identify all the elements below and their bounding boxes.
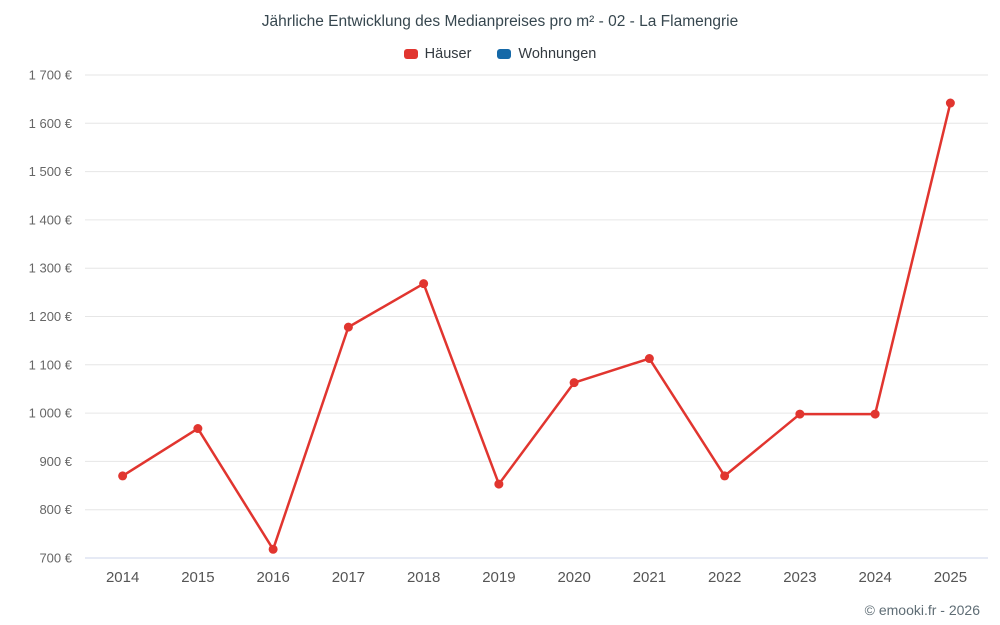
y-axis-label: 800 € (39, 502, 72, 517)
data-point[interactable] (193, 424, 203, 434)
legend-item[interactable]: Wohnungen (497, 46, 596, 62)
data-point[interactable] (945, 98, 955, 108)
data-point[interactable] (419, 279, 429, 289)
data-point[interactable] (795, 409, 805, 419)
y-axis-label: 1 500 € (29, 164, 73, 179)
y-axis-label: 1 700 € (29, 68, 73, 83)
x-axis-label: 2014 (106, 569, 139, 586)
data-point[interactable] (870, 409, 880, 419)
copyright-note: © emooki.fr - 2026 (864, 602, 980, 618)
legend-item[interactable]: Häuser (403, 46, 472, 62)
legend-label: Häuser (424, 46, 472, 62)
data-point[interactable] (644, 354, 654, 364)
y-axis-label: 1 600 € (29, 116, 73, 131)
chart-title: Jährliche Entwicklung des Medianpreises … (261, 13, 739, 30)
x-axis-label: 2019 (482, 569, 515, 586)
y-axis-label: 1 000 € (29, 406, 73, 421)
legend: Häuser Wohnungen (0, 46, 1000, 62)
y-axis-label: 900 € (39, 454, 72, 469)
y-axis-label: 1 200 € (29, 309, 73, 324)
x-axis-label: 2025 (934, 569, 967, 586)
legend-swatch-icon (497, 49, 512, 59)
x-axis-label: 2024 (858, 569, 891, 586)
x-axis-label: 2015 (181, 569, 214, 586)
y-axis-label: 1 100 € (29, 357, 73, 372)
data-point[interactable] (343, 322, 353, 332)
legend-swatch-icon (403, 49, 418, 59)
data-point[interactable] (494, 479, 504, 489)
data-point[interactable] (720, 471, 730, 481)
x-axis-label: 2020 (557, 569, 590, 586)
y-axis-label: 1 400 € (29, 212, 73, 227)
data-point[interactable] (118, 471, 128, 481)
series-line (121, 101, 952, 551)
x-axis-label: 2017 (332, 569, 365, 586)
y-axis-label: 1 300 € (29, 261, 73, 276)
x-axis-label: 2022 (708, 569, 741, 586)
x-axis-label: 2021 (633, 569, 666, 586)
data-point[interactable] (268, 544, 278, 554)
x-axis-label: 2016 (256, 569, 289, 586)
x-axis-label: 2018 (407, 569, 440, 586)
data-point[interactable] (569, 378, 579, 388)
x-axis-label: 2023 (783, 569, 816, 586)
legend-label: Wohnungen (518, 46, 597, 62)
y-axis-label: 700 € (39, 551, 72, 566)
